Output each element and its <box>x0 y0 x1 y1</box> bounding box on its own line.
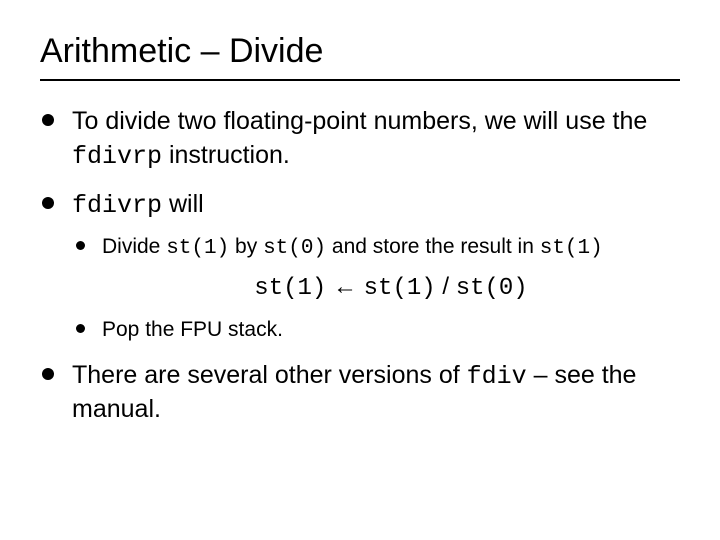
formula-r: st(0) <box>456 275 528 302</box>
bullet-2-text-post: will <box>162 190 204 218</box>
bullet-1-text-pre: To divide two floating-point numbers, we… <box>72 107 647 135</box>
bullet-1-text-post: instruction. <box>162 141 290 169</box>
formula: st(1) ← st(1) / st(0) <box>102 270 680 306</box>
bullet-1: To divide two floating-point numbers, we… <box>40 105 680 174</box>
bullet-3-code: fdiv <box>467 362 527 391</box>
formula-m: st(1) <box>364 275 436 302</box>
sub-bullet-2: Pop the FPU stack. <box>72 315 680 344</box>
bullet-2: fdivrp will Divide st(1) by st(0) and st… <box>40 188 680 345</box>
formula-arrow: ← <box>326 273 363 300</box>
sub-bullet-1: Divide st(1) by st(0) and store the resu… <box>72 232 680 305</box>
sub-bullet-list: Divide st(1) by st(0) and store the resu… <box>72 232 680 344</box>
sub1-b: by <box>229 235 263 258</box>
sub1-c2: st(0) <box>263 237 326 260</box>
sub1-c: and store the result in <box>326 235 540 258</box>
title-divider <box>40 79 680 81</box>
formula-slash: / <box>436 273 456 300</box>
slide-title: Arithmetic – Divide <box>40 32 680 71</box>
formula-l: st(1) <box>254 275 326 302</box>
sub1-c3: st(1) <box>540 237 603 260</box>
bullet-1-code: fdivrp <box>72 142 162 171</box>
sub1-c1: st(1) <box>166 237 229 260</box>
bullet-list: To divide two floating-point numbers, we… <box>40 105 680 427</box>
bullet-2-code: fdivrp <box>72 191 162 220</box>
sub1-a: Divide <box>102 235 166 258</box>
bullet-3-text-pre: There are several other versions of <box>72 361 467 389</box>
bullet-3: There are several other versions of fdiv… <box>40 359 680 428</box>
